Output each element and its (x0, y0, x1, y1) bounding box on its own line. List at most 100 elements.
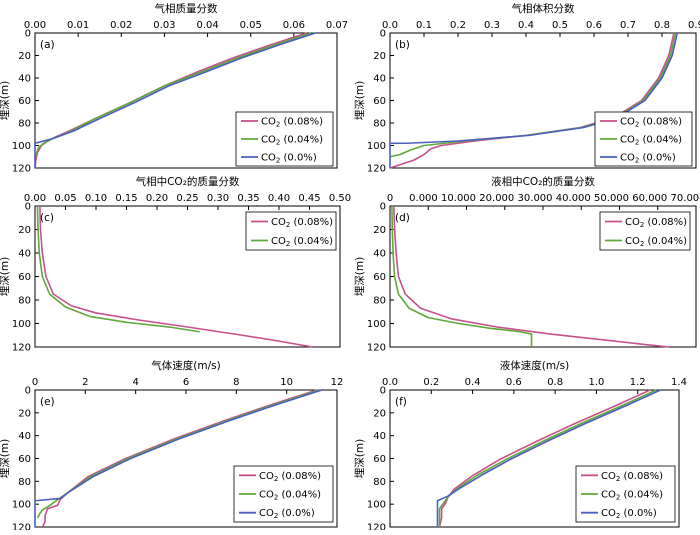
panel-label: (b) (395, 39, 410, 51)
x-tick-label: 0.000 4 (524, 193, 562, 204)
x-tick-label: 4 (132, 377, 138, 388)
x-tick-label: 0 (387, 193, 393, 204)
y-tick-label: 100 (367, 500, 386, 511)
y-tick-label: 40 (373, 249, 386, 260)
legend-label: CO2 (0.08%) (620, 117, 682, 129)
x-tick-label: 8 (233, 377, 239, 388)
y-tick-label: 20 (18, 408, 31, 419)
x-tick-label: 0.0 (382, 377, 398, 388)
x-tick-label: 0.6 (506, 377, 522, 388)
x-tick-label: 0.3 (484, 20, 500, 31)
y-tick-label: 60 (373, 272, 386, 283)
y-tick-label: 60 (373, 96, 386, 107)
y-tick-label: 0 (25, 386, 31, 397)
legend-label: CO2 (0.04%) (625, 236, 687, 248)
y-tick-label: 120 (12, 164, 31, 175)
legend-box (245, 211, 337, 251)
x-tick-label: 0.1 (416, 20, 432, 31)
x-tick-label: 0.9 (688, 20, 700, 31)
y-tick-label: 40 (18, 249, 31, 260)
series-line-1 (36, 205, 200, 333)
x-tick-label: 0.10 (85, 193, 107, 204)
x-tick-label: 0.000 2 (447, 193, 485, 204)
y-tick-label: 100 (12, 319, 31, 330)
y-tick-label: 20 (18, 225, 31, 236)
series-line-1 (34, 32, 312, 160)
x-tick-label: 6 (183, 377, 189, 388)
y-tick-label: 20 (18, 51, 31, 62)
x-tick-label: 1.0 (588, 377, 604, 388)
y-axis-title: 埋深(m) (0, 439, 11, 478)
x-tick-label: 0.5 (552, 20, 568, 31)
y-axis-title: 埋深(m) (0, 81, 11, 120)
x-axis-title: 液相中CO₂的质量分数 (491, 175, 595, 188)
legend-label: CO2 (0.0%) (261, 153, 317, 165)
legend-label: CO2 (0.04%) (620, 135, 682, 147)
y-tick-label: 100 (12, 141, 31, 152)
y-tick-label: 20 (373, 51, 386, 62)
x-axis-title: 气相质量分数 (155, 2, 218, 15)
y-tick-label: 40 (373, 431, 386, 442)
y-tick-label: 80 (373, 477, 386, 488)
y-tick-label: 120 (367, 164, 386, 175)
y-tick-label: 60 (18, 96, 31, 107)
x-tick-label: 0.25 (176, 193, 198, 204)
x-axis-title: 气体速度(m/s) (151, 359, 220, 372)
panel-a: 0.00 0.01 0.02 0.03 0.04 0.05 0.06 0.07 0 20 40 60 8… (0, 2, 348, 175)
x-axis-title: 气相中CO₂的质量分数 (136, 175, 240, 188)
x-tick-label: 0.20 (146, 193, 168, 204)
x-tick-label: 10 (280, 377, 293, 388)
x-tick-label: 0.15 (115, 193, 137, 204)
y-tick-label: 60 (18, 272, 31, 283)
panel-label: (f) (395, 396, 407, 408)
legend: CO2 (0.08%) CO2 (0.04%) (245, 211, 337, 251)
x-tick-label: 0.04 (196, 20, 218, 31)
x-tick-label: 0 (32, 377, 38, 388)
legend-label: CO2 (0.08%) (625, 217, 687, 229)
y-tick-label: 0 (380, 202, 386, 213)
x-tick-label: 0.45 (298, 193, 320, 204)
x-tick-label: 0.8 (654, 20, 670, 31)
x-tick-label: 0.000 7 (639, 193, 677, 204)
y-tick-label: 0 (380, 386, 386, 397)
x-tick-label: 0.50 (329, 193, 351, 204)
series-line-2 (34, 389, 323, 527)
x-tick-label: 0.4 (518, 20, 534, 31)
y-tick-label: 100 (367, 141, 386, 152)
x-tick-label: 0.06 (283, 20, 305, 31)
panel-b: 0.0 0.1 0.2 0.3 0.4 0.5 0.6 0.7 0.8 0.9 0 20 40 60 80 1… (354, 2, 700, 175)
x-tick-label: 1.2 (630, 377, 646, 388)
y-tick-label: 80 (18, 477, 31, 488)
x-tick-label: 0.05 (240, 20, 262, 31)
y-tick-label: 60 (18, 454, 31, 465)
x-axis-title: 气相体积分数 (512, 2, 575, 15)
x-axis-title: 液体速度(m/s) (500, 359, 569, 372)
legend-label: CO2 (0.0%) (259, 508, 315, 520)
x-tick-label: 0.00 (24, 193, 46, 204)
x-tick-label: 0.05 (54, 193, 76, 204)
x-tick-label: 0.02 (110, 20, 132, 31)
y-tick-label: 0 (25, 29, 31, 40)
x-tick-label: 0.35 (237, 193, 259, 204)
x-tick-label: 12 (331, 377, 344, 388)
panel-e: 0 2 4 6 8 10 12020406080100120气体速度(m/s)埋深(m)(e… (0, 359, 344, 534)
series-line-0 (39, 205, 313, 348)
x-tick-label: 0.00 (24, 20, 46, 31)
legend-label: CO2 (0.04%) (601, 490, 663, 502)
y-tick-label: 40 (18, 74, 31, 85)
x-tick-label: 0.4 (465, 377, 481, 388)
y-axis-title: 埋深(m) (354, 257, 366, 296)
x-tick-label: 1.4 (671, 377, 687, 388)
x-tick-label: 0.03 (153, 20, 175, 31)
legend: CO2 (0.08%) CO2 (0.04%) CO2 (0.0%) (235, 111, 334, 167)
x-tick-label: 0.30 (207, 193, 229, 204)
x-tick-label: 0.01 (67, 20, 89, 31)
legend: CO2 (0.08%) CO2 (0.04%) (599, 211, 691, 251)
series-line-2 (34, 32, 316, 168)
legend-box (599, 211, 691, 251)
y-tick-label: 80 (373, 296, 386, 307)
x-tick-label: 0.000 3 (486, 193, 524, 204)
x-tick-label: 0.000 1 (409, 193, 447, 204)
legend-label: CO2 (0.0%) (601, 508, 657, 520)
x-tick-label: 0.000 5 (562, 193, 600, 204)
